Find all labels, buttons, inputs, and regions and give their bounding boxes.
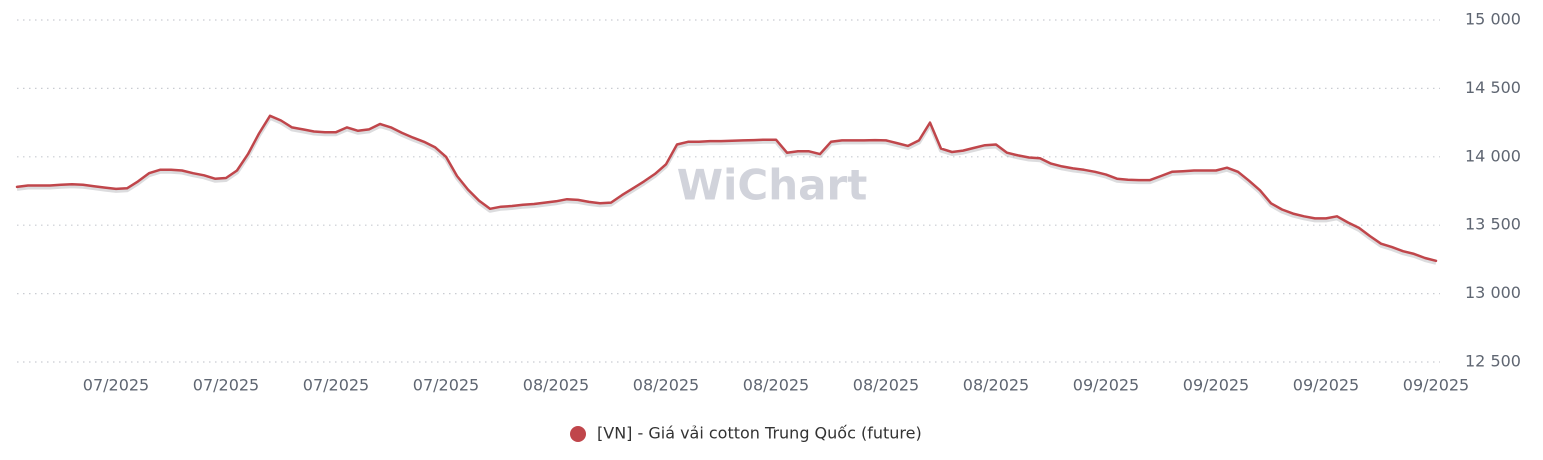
x-tick-label: 07/2025 bbox=[83, 376, 149, 395]
y-tick-label: 15 000 bbox=[1465, 10, 1521, 29]
x-tick-label: 08/2025 bbox=[853, 376, 919, 395]
x-tick-label: 09/2025 bbox=[1183, 376, 1249, 395]
y-tick-label: 13 500 bbox=[1465, 215, 1521, 234]
x-tick-label: 07/2025 bbox=[303, 376, 369, 395]
y-tick-label: 14 500 bbox=[1465, 78, 1521, 97]
line bbox=[15, 114, 1438, 263]
x-tick-label: 08/2025 bbox=[963, 376, 1029, 395]
x-tick-label: 09/2025 bbox=[1073, 376, 1139, 395]
x-tick-label: 08/2025 bbox=[743, 376, 809, 395]
y-tick-label: 13 000 bbox=[1465, 283, 1521, 302]
x-tick-label: 07/2025 bbox=[193, 376, 259, 395]
x-tick-label: 07/2025 bbox=[413, 376, 479, 395]
watermark: WiChart bbox=[677, 161, 868, 210]
legend-label: [VN] - Giá vải cotton Trung Quốc (future… bbox=[597, 424, 922, 443]
x-tick-label: 08/2025 bbox=[633, 376, 699, 395]
y-tick-label: 12 500 bbox=[1465, 352, 1521, 371]
x-tick-label: 08/2025 bbox=[523, 376, 589, 395]
legend-marker bbox=[570, 426, 586, 442]
x-tick-label: 09/2025 bbox=[1403, 376, 1469, 395]
x-tick-label: 09/2025 bbox=[1293, 376, 1359, 395]
y-tick-label: 14 000 bbox=[1465, 146, 1521, 165]
